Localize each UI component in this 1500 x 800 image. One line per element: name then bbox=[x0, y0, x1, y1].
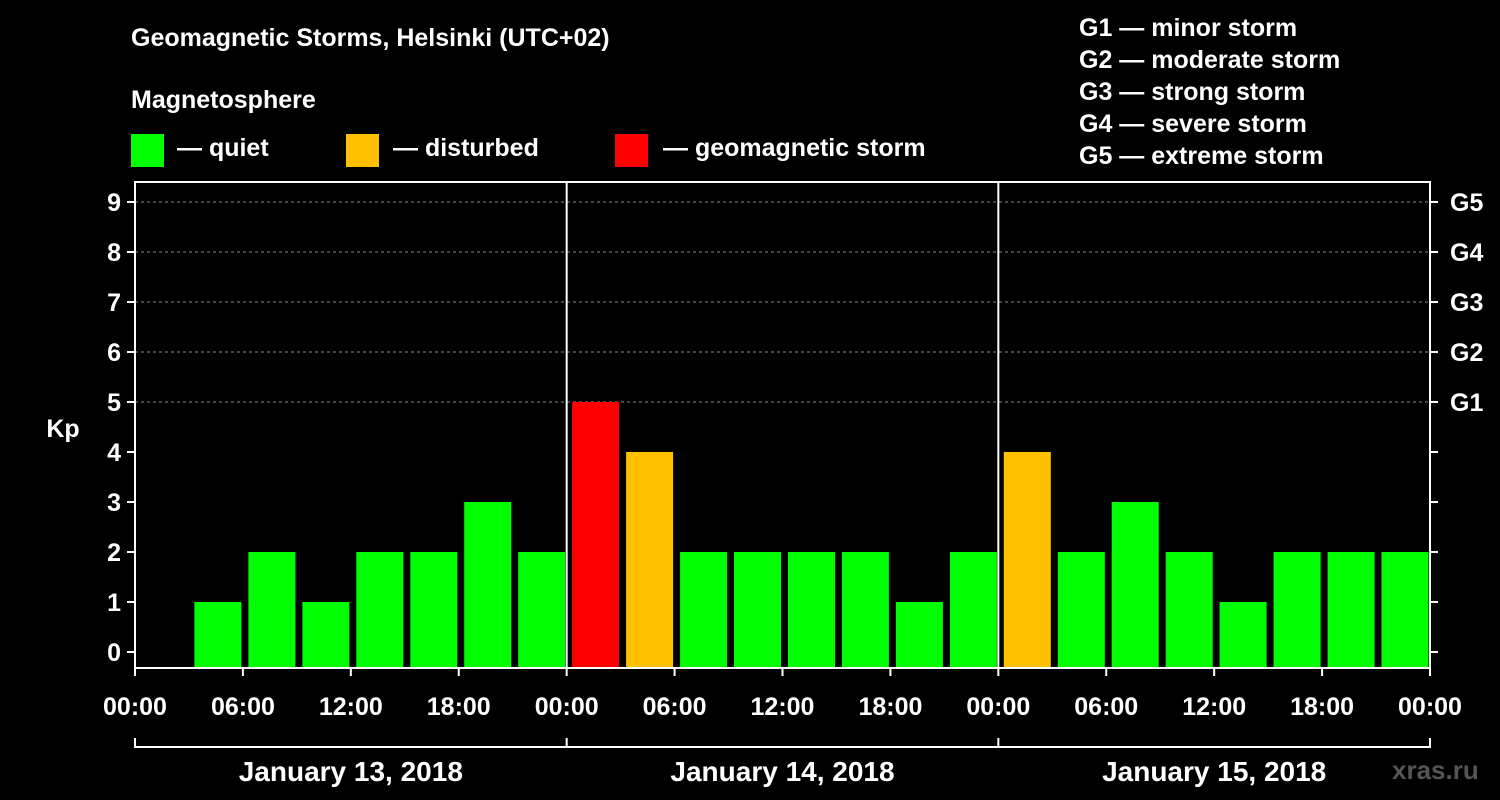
x-tick-label-3: 18:00 bbox=[427, 693, 491, 721]
x-tick-label-7: 18:00 bbox=[858, 693, 922, 721]
bar-kp-11 bbox=[680, 552, 728, 668]
legend-label-storm: — geomagnetic storm bbox=[663, 134, 926, 162]
bar-kp-7 bbox=[464, 502, 512, 668]
bar-kp-21 bbox=[1219, 602, 1267, 668]
legend-label-disturbed: — disturbed bbox=[393, 134, 539, 162]
y-tick-label-9: 9 bbox=[107, 189, 121, 217]
x-tick-label-2: 12:00 bbox=[319, 693, 383, 721]
source-watermark: xras.ru bbox=[1392, 755, 1479, 785]
bar-kp-6 bbox=[410, 552, 458, 668]
bar-kp-20 bbox=[1165, 552, 1213, 668]
bar-kp-14 bbox=[841, 552, 889, 668]
bar-kp-15 bbox=[895, 602, 943, 668]
day-label-1: January 13, 2018 bbox=[239, 756, 463, 787]
bar-kp-4 bbox=[302, 602, 350, 668]
bar-kp-13 bbox=[788, 552, 835, 668]
y-tick-label-8: 8 bbox=[107, 239, 121, 267]
right-axis-label-g4: G4 bbox=[1450, 239, 1483, 267]
bar-kp-8 bbox=[518, 552, 566, 668]
x-tick-label-8: 00:00 bbox=[966, 693, 1030, 721]
x-tick-label-12: 00:00 bbox=[1398, 693, 1462, 721]
y-tick-label-1: 1 bbox=[107, 589, 121, 617]
g-scale-legend-g4: G4 — severe storm bbox=[1079, 110, 1307, 138]
x-tick-label-9: 06:00 bbox=[1074, 693, 1138, 721]
x-tick-label-5: 06:00 bbox=[643, 693, 707, 721]
bar-kp-24 bbox=[1381, 552, 1429, 668]
y-tick-label-3: 3 bbox=[107, 489, 121, 517]
bar-kp-2 bbox=[194, 602, 242, 668]
x-tick-label-0: 00:00 bbox=[103, 693, 167, 721]
x-tick-label-4: 00:00 bbox=[535, 693, 599, 721]
legend-label-quiet: — quiet bbox=[177, 134, 269, 162]
g-scale-legend-g1: G1 — minor storm bbox=[1079, 14, 1298, 42]
x-tick-label-1: 06:00 bbox=[211, 693, 275, 721]
y-axis-label: Kp bbox=[46, 415, 79, 443]
y-tick-label-5: 5 bbox=[107, 389, 121, 417]
y-tick-label-0: 0 bbox=[107, 639, 121, 667]
right-axis-label-g3: G3 bbox=[1450, 289, 1483, 317]
bar-kp-9 bbox=[572, 402, 620, 668]
chart-title: Geomagnetic Storms, Helsinki (UTC+02) bbox=[131, 24, 610, 52]
g-scale-legend-g2: G2 — moderate storm bbox=[1079, 46, 1341, 74]
day-label-3: January 15, 2018 bbox=[1102, 756, 1326, 787]
plot-frame bbox=[134, 181, 1431, 669]
bar-kp-5 bbox=[356, 552, 404, 668]
x-tick-label-6: 12:00 bbox=[751, 693, 815, 721]
legend-swatch-quiet bbox=[131, 134, 164, 167]
y-tick-label-2: 2 bbox=[107, 539, 121, 567]
y-tick-label-7: 7 bbox=[107, 289, 121, 317]
x-tick-label-11: 18:00 bbox=[1290, 693, 1354, 721]
day-label-2: January 14, 2018 bbox=[670, 756, 894, 787]
y-tick-label-4: 4 bbox=[107, 439, 121, 467]
y-tick-label-6: 6 bbox=[107, 339, 121, 367]
right-axis-label-g1: G1 bbox=[1450, 389, 1483, 417]
bar-kp-23 bbox=[1327, 552, 1375, 668]
bar-kp-19 bbox=[1111, 502, 1159, 668]
right-axis-label-g5: G5 bbox=[1450, 189, 1483, 217]
bar-kp-12 bbox=[734, 552, 781, 668]
g-scale-legend-g5: G5 — extreme storm bbox=[1079, 142, 1324, 170]
bar-kp-17 bbox=[1003, 452, 1051, 668]
legend-swatch-storm bbox=[615, 134, 648, 167]
right-axis-label-g2: G2 bbox=[1450, 339, 1483, 367]
bar-kp-18 bbox=[1057, 552, 1105, 668]
bar-kp-16 bbox=[949, 552, 997, 668]
bar-kp-3 bbox=[248, 552, 296, 668]
g-scale-legend-g3: G3 — strong storm bbox=[1079, 78, 1306, 106]
legend-heading: Magnetosphere bbox=[131, 86, 316, 114]
legend-swatch-disturbed bbox=[346, 134, 379, 167]
bar-kp-10 bbox=[626, 452, 674, 668]
bar-kp-22 bbox=[1273, 552, 1321, 668]
x-tick-label-10: 12:00 bbox=[1182, 693, 1246, 721]
